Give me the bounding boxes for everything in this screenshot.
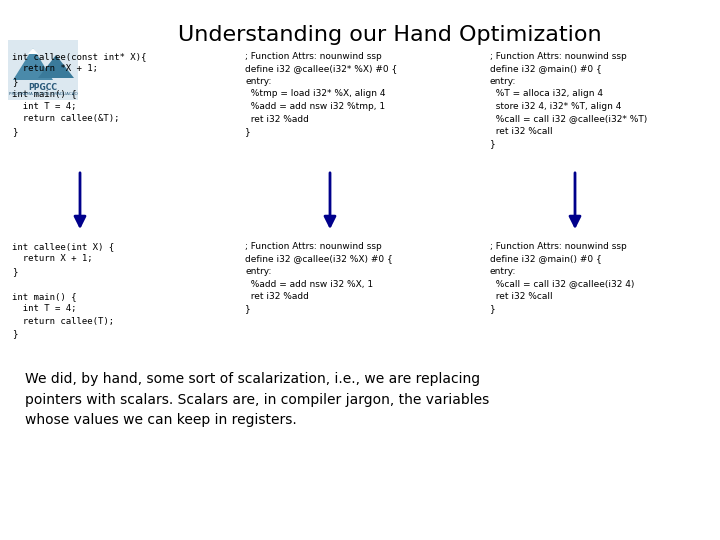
Polygon shape: [38, 55, 74, 78]
Text: ; Function Attrs: nounwind ssp
define i32 @callee(i32* %X) #0 {
entry:
  %tmp = : ; Function Attrs: nounwind ssp define i3…: [245, 52, 397, 136]
Text: PPGCC: PPGCC: [29, 84, 58, 92]
Text: ; Function Attrs: nounwind ssp
define i32 @main() #0 {
entry:
  %call = call i32: ; Function Attrs: nounwind ssp define i3…: [490, 242, 634, 314]
Text: PROGRAMA DE POS-GRADUACAO: PROGRAMA DE POS-GRADUACAO: [9, 92, 77, 96]
Polygon shape: [28, 48, 38, 54]
FancyBboxPatch shape: [8, 40, 78, 100]
Text: int callee(int X) {
  return X + 1;
}

int main() {
  int T = 4;
  return callee: int callee(int X) { return X + 1; } int …: [12, 242, 114, 339]
Text: Understanding our Hand Optimization: Understanding our Hand Optimization: [178, 25, 602, 45]
Text: ; Function Attrs: nounwind ssp
define i32 @callee(i32 %X) #0 {
entry:
  %add = a: ; Function Attrs: nounwind ssp define i3…: [245, 242, 392, 314]
Text: We did, by hand, some sort of scalarization, i.e., we are replacing
pointers wit: We did, by hand, some sort of scalarizat…: [25, 372, 490, 427]
Polygon shape: [13, 48, 53, 80]
Text: int callee(const int* X){
  return *X + 1;
}
int main() {
  int T = 4;
  return : int callee(const int* X){ return *X + 1;…: [12, 52, 146, 136]
Text: ; Function Attrs: nounwind ssp
define i32 @main() #0 {
entry:
  %T = alloca i32,: ; Function Attrs: nounwind ssp define i3…: [490, 52, 647, 148]
